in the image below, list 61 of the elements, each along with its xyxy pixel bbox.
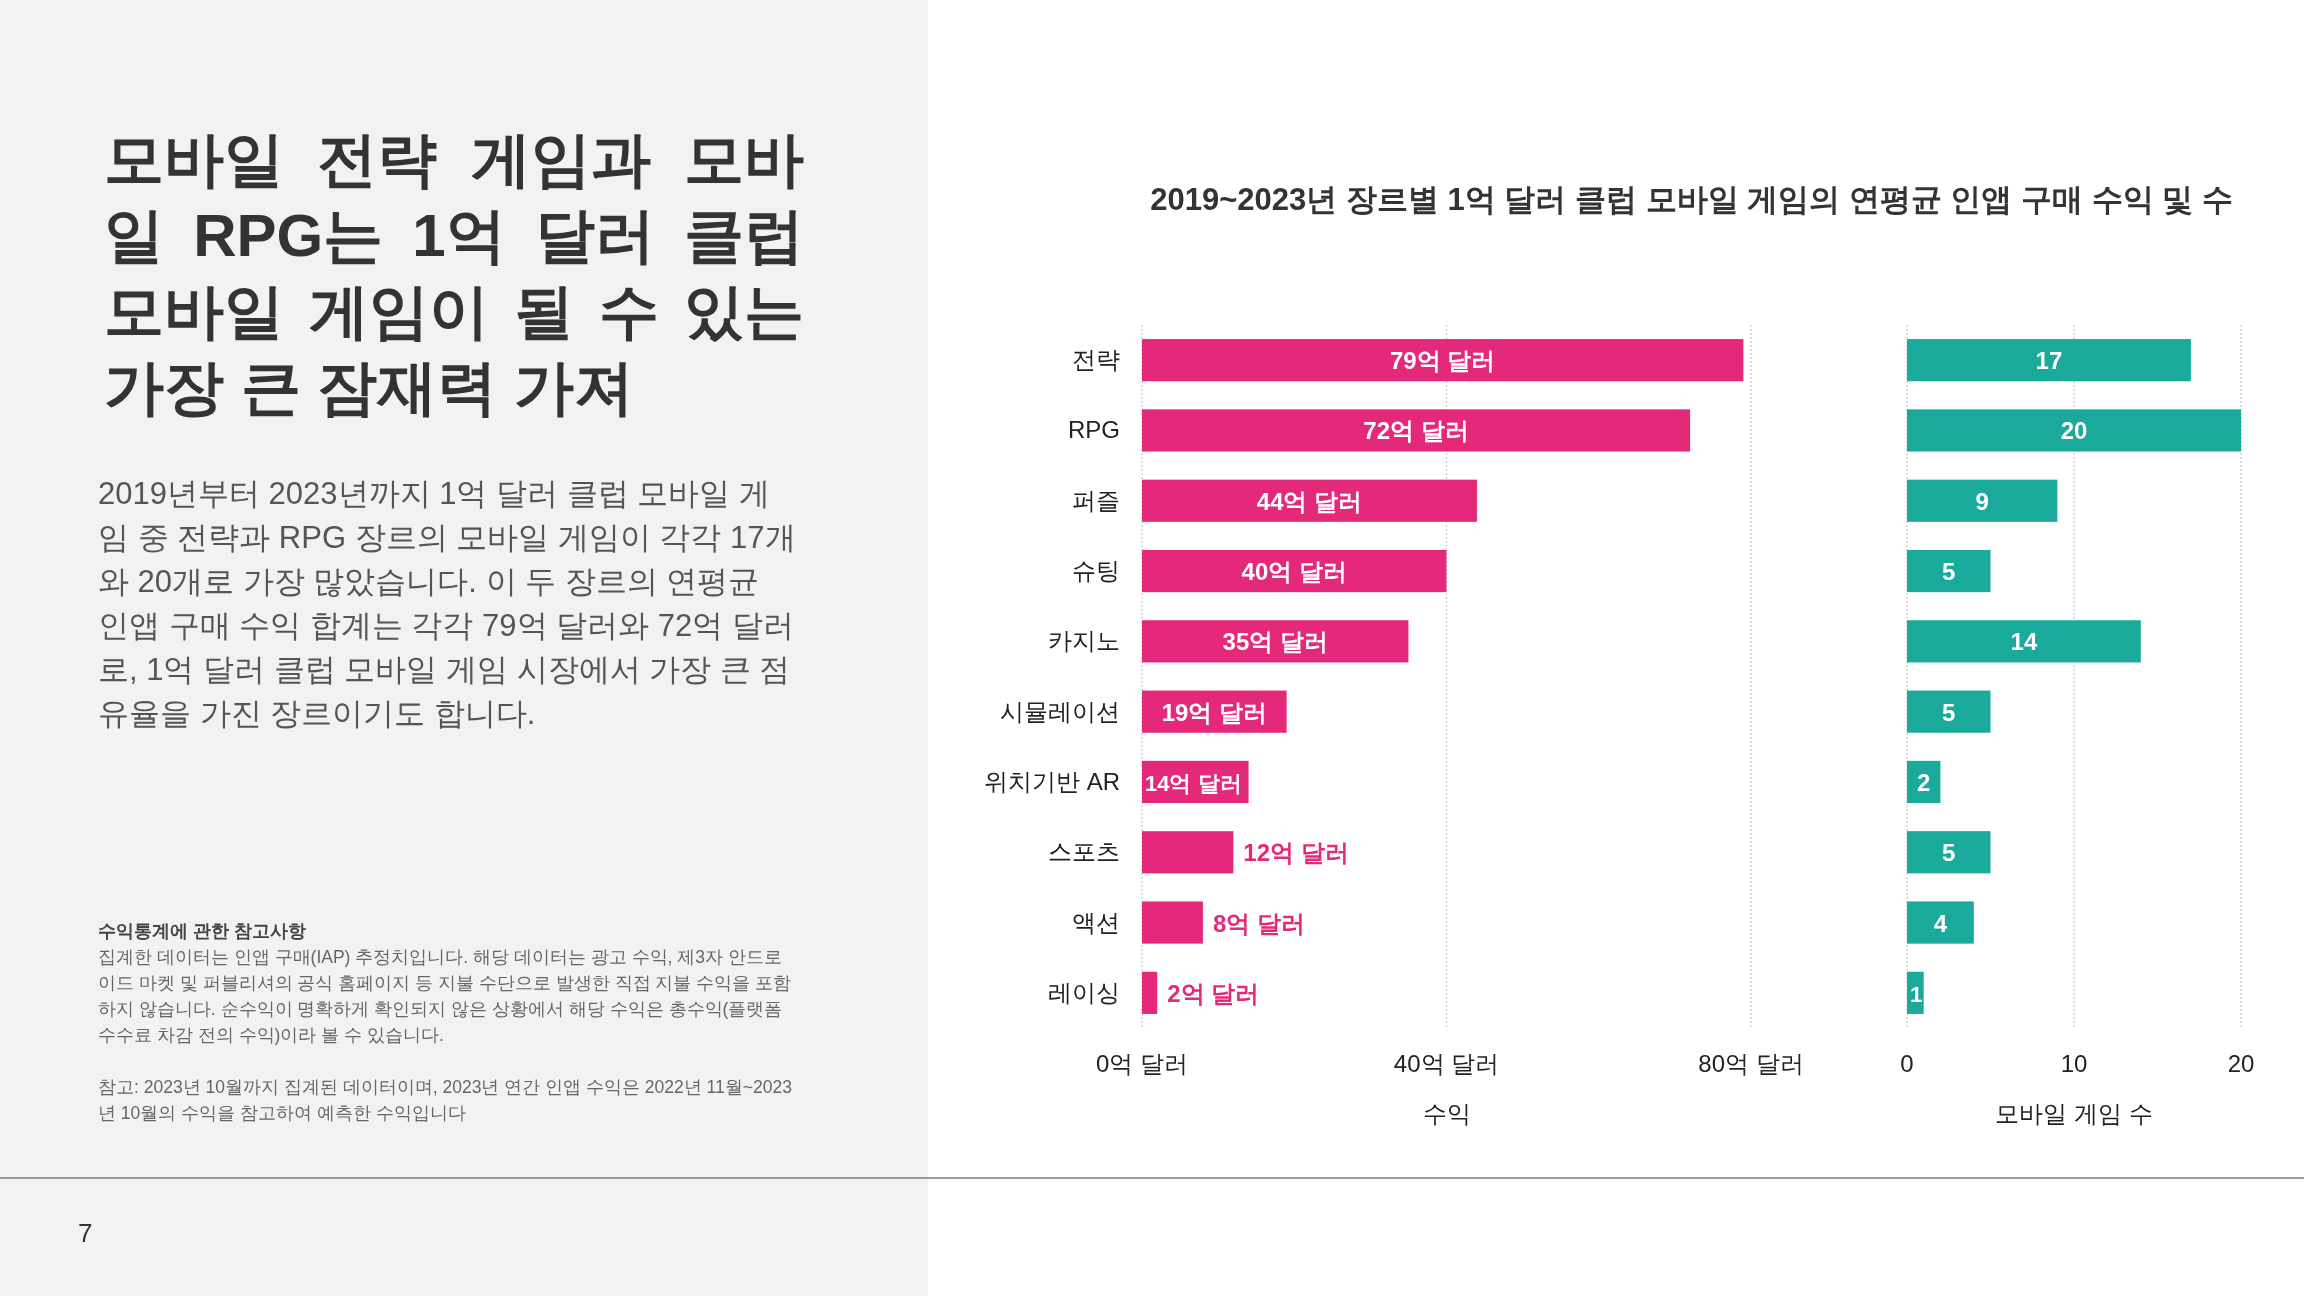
bar [1142, 479, 1477, 522]
y-tick-label: 전략 [1072, 346, 1120, 374]
bar [1907, 409, 2241, 452]
bar [1142, 409, 1691, 452]
y-tick-label: RPG [1067, 416, 1120, 444]
text: 집계한 데이터는 인앱 구매(IAP) 추정치입니다. 해당 데이터는 광고 수익, 제3자 안드로이드 마켓 및 퍼블리셔의 공식 홈페이지 등 지불 수단으로 발생한 직접 지불 수익을 포함하지 않습니다. 순수익이 명확하게 확인되지 않은 상황에서 해당 수익은 총수익(플랫폼 수수료 차감 전의 수익)이라 볼 수 있습니다. [98, 946, 793, 1047]
chart-title: 2019~2023년 장르별 1억 달러 클럽 모바일 게임의 연평균 인앱 구매 수익 및 수 [1150, 182, 2233, 217]
data-label: 40억 달러 [1241, 558, 1347, 586]
y-tick-label: 액션 [1072, 908, 1120, 936]
y-tick-label: 퍼즐 [1072, 486, 1120, 514]
data-label: 19억 달러 [1161, 698, 1268, 726]
data-label: 72억 달러 [1363, 417, 1469, 445]
y-tick-label: 카지노 [1048, 627, 1120, 655]
data-label: 1 [1910, 981, 1923, 1007]
text: 참고: 2023년 10월까지 집계된 데이터이며, 2023년 연간 인앱 수익은 2022년 11월~2023년 10월의 수익을 참고하여 예측한 수익입니다 [98, 1076, 793, 1125]
y-tick-label: 슈팅 [1072, 557, 1120, 585]
data-label: 14 [2010, 628, 2038, 656]
bar [1142, 549, 1447, 593]
data-label: 2억 달러 [1167, 979, 1260, 1007]
data-label: 35억 달러 [1222, 628, 1328, 656]
bar [1907, 479, 2058, 522]
bar [1142, 901, 1203, 944]
text: 7 [78, 1218, 94, 1249]
data-label: 17 [2035, 347, 2063, 375]
text: 2019년부터 2023년까지 1억 달러 클럽 모바일 게임 중 전략과 RPG 장르의 모바일 게임이 각각 17개와 20개로 가장 많았습니다. 이 두 장르의 연평균 인앱 구매 수익 합계는 각각 79억 달러와 72억 달러로, 1억 달러 클럽 모바일 게임 시장에서 가장 큰 점유율을 가진 장르이기도 합니다. [98, 475, 797, 733]
bar [1142, 971, 1158, 1014]
bar [1142, 339, 1744, 382]
text: 수익통계에 관한 참고사항 [98, 920, 307, 943]
bar [1907, 620, 2141, 663]
x-tick-label: 40억 달러 [1393, 1050, 1500, 1077]
bar [1142, 831, 1234, 874]
data-label: 5 [1942, 558, 1956, 586]
x-tick-label: 0억 달러 [1095, 1050, 1189, 1077]
bar [1907, 831, 1991, 874]
x-tick-label: 10 [2060, 1050, 2088, 1077]
data-label: 14억 달러 [1145, 770, 1242, 796]
y-tick-label: 위치기반 AR [983, 767, 1120, 795]
data-label: 2 [1917, 768, 1931, 796]
data-label: 12억 달러 [1243, 839, 1349, 867]
text: 모바일 전략 게임과 모바일 RPG는 1억 달러 클럽 모바일 게임이 될 수 있는 가장 큰 잠재력 가져 [104, 125, 804, 423]
x-tick-label: 0 [1900, 1050, 1914, 1077]
x-axis-title: 수익 [1422, 1100, 1471, 1127]
y-tick-label: 레이싱 [1048, 978, 1120, 1006]
data-label: 4 [1933, 909, 1948, 937]
data-label: 79억 달러 [1390, 347, 1496, 375]
x-tick-label: 20 [2227, 1050, 2255, 1077]
data-label: 5 [1942, 839, 1956, 867]
x-tick-label: 80억 달러 [1698, 1050, 1804, 1077]
bar [1907, 549, 1991, 593]
bar [1142, 620, 1409, 663]
y-tick-label: 시뮬레이션 [1000, 697, 1120, 725]
bar [1907, 690, 1991, 733]
x-axis-title: 모바일 게임 수 [1995, 1100, 2153, 1127]
data-label: 8억 달러 [1212, 909, 1305, 937]
data-label: 20 [2060, 417, 2088, 445]
y-tick-label: 스포츠 [1048, 838, 1120, 866]
bar [1907, 339, 2191, 382]
data-label: 5 [1942, 698, 1956, 726]
bar [1907, 901, 1974, 944]
data-label: 44억 달러 [1256, 487, 1363, 515]
data-label: 9 [1975, 487, 1989, 515]
